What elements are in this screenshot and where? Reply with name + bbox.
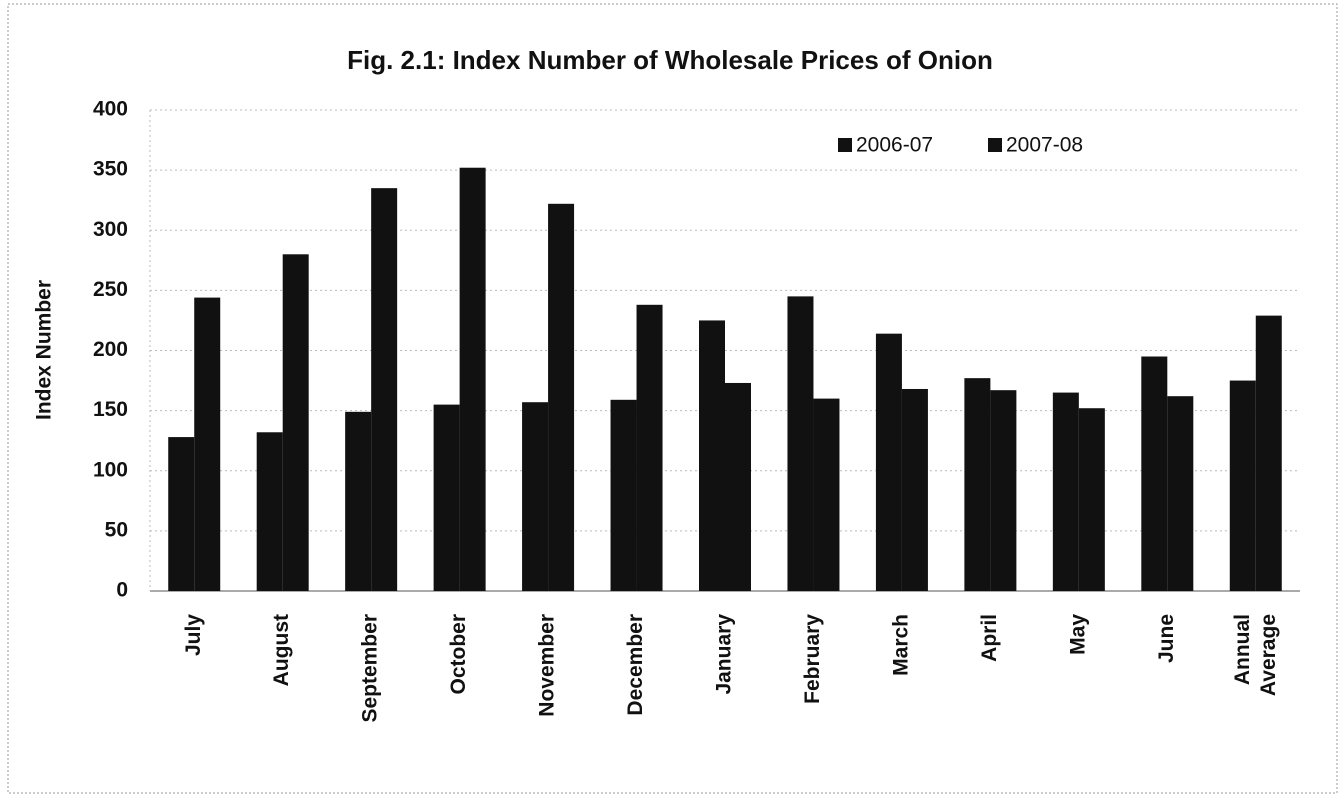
- bar: [787, 296, 814, 591]
- legend-swatch: [988, 138, 1002, 152]
- x-tick-label: December: [624, 614, 647, 716]
- bar: [459, 167, 486, 591]
- bar: [522, 402, 549, 591]
- bar: [610, 399, 637, 591]
- bar: [433, 404, 460, 591]
- bar: [1229, 380, 1256, 591]
- y-tick-label: 0: [116, 579, 128, 602]
- chart-title: Fig. 2.1: Index Number of Wholesale Pric…: [347, 45, 993, 75]
- bar: [1141, 356, 1168, 591]
- bar: [256, 432, 283, 591]
- bar: [548, 203, 575, 592]
- bar: [194, 297, 221, 591]
- bar: [875, 333, 902, 591]
- x-tick-label: March: [889, 614, 912, 676]
- x-tick-label: April: [978, 614, 1001, 662]
- bar: [699, 320, 725, 591]
- x-tick-label: May: [1066, 614, 1089, 655]
- y-tick-label: 50: [105, 518, 128, 541]
- bar: [1167, 396, 1194, 591]
- y-tick-label: 250: [93, 278, 128, 301]
- bar: [371, 188, 398, 591]
- legend-swatch: [838, 138, 852, 152]
- y-axis-label: Index Number: [33, 280, 56, 420]
- frame: [7, 3, 1338, 794]
- bar: [1078, 408, 1105, 591]
- x-tick-label: August: [270, 614, 293, 686]
- y-tick-label: 400: [93, 98, 128, 121]
- x-tick-label: September: [359, 614, 382, 723]
- x-tick-label: February: [801, 614, 824, 704]
- bar: [282, 254, 309, 592]
- bar: [345, 411, 372, 591]
- bar: [168, 437, 195, 591]
- y-tick-label: 350: [93, 158, 128, 181]
- x-tick-label: Annual Average: [1230, 614, 1279, 696]
- x-tick-label: January: [713, 614, 736, 695]
- bar: [964, 378, 991, 591]
- y-tick-label: 150: [93, 398, 128, 421]
- y-tick-label: 300: [93, 218, 128, 241]
- y-tick-label: 100: [93, 458, 128, 481]
- legend-label: 2006-07: [856, 134, 933, 157]
- legend-label: 2007-08: [1006, 134, 1083, 157]
- x-tick-label: July: [182, 614, 205, 656]
- x-tick-label: October: [447, 614, 470, 695]
- bar: [725, 382, 751, 591]
- bar: [990, 390, 1017, 591]
- y-tick-label: 200: [93, 338, 128, 361]
- bar: [813, 398, 840, 591]
- bar: [901, 388, 928, 591]
- bar: [636, 304, 663, 591]
- bar: [1255, 315, 1282, 591]
- x-tick-label: June: [1155, 614, 1178, 663]
- x-tick-label: November: [536, 614, 559, 717]
- bar: [1052, 392, 1079, 591]
